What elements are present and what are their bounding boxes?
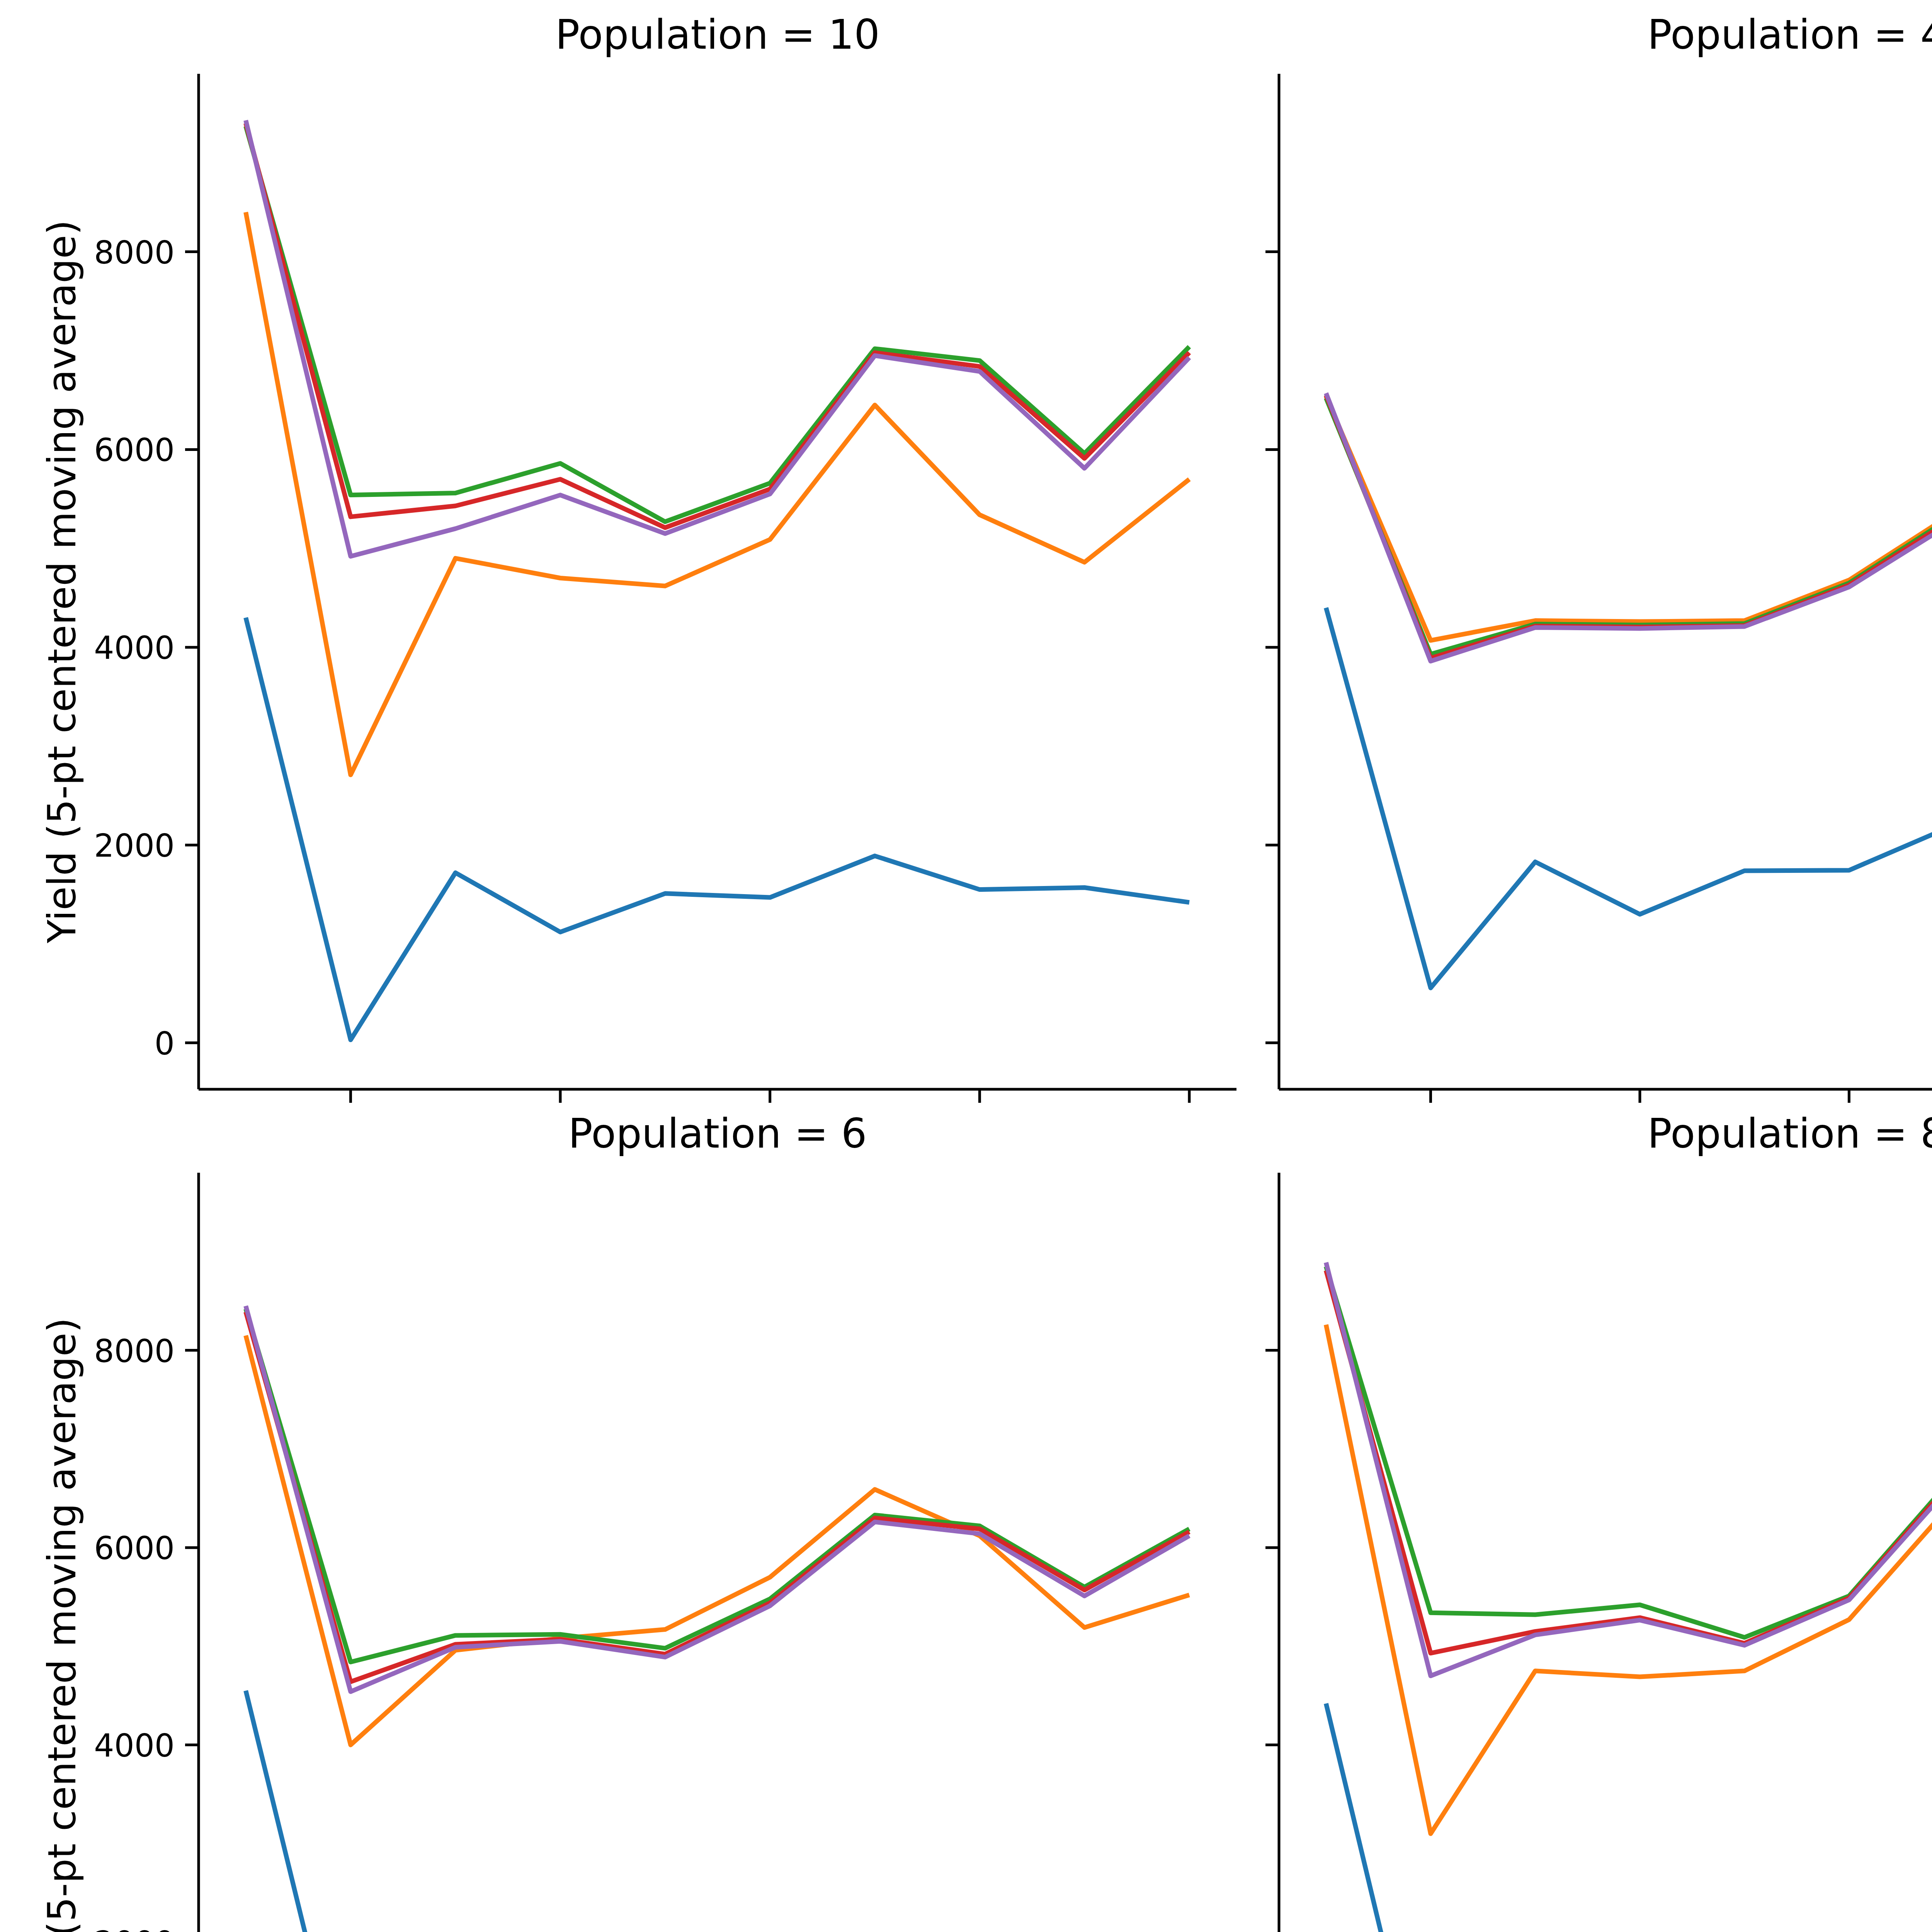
line-panel3-nitrogen-200 bbox=[1326, 1270, 1932, 1653]
figure: 0200040006000800002000400060008000199219… bbox=[0, 0, 1932, 1932]
chart-canvas: 0200040006000800002000400060008000199219… bbox=[0, 0, 1932, 1932]
y-tick-label: 6000 bbox=[94, 1530, 175, 1566]
line-panel2-nitrogen-200 bbox=[246, 1312, 1189, 1682]
line-panel0-nitrogen-250 bbox=[246, 120, 1189, 556]
y-tick-label: 2000 bbox=[94, 1924, 175, 1932]
line-panel0-nitrogen-150 bbox=[246, 126, 1189, 522]
line-panel3-nitrogen-100 bbox=[1326, 1325, 1932, 1833]
line-panel2-nitrogen-150 bbox=[246, 1309, 1189, 1662]
facet-title-population-4: Population = 4 bbox=[1279, 12, 1932, 58]
facet-title-population-8: Population = 8 bbox=[1279, 1111, 1932, 1157]
line-panel2-nitrogen-250 bbox=[246, 1306, 1189, 1692]
y-tick-label: 4000 bbox=[94, 629, 175, 666]
line-panel3-nitrogen-0 bbox=[1326, 1704, 1932, 1932]
y-tick-label: 0 bbox=[155, 1025, 175, 1062]
line-panel0-nitrogen-200 bbox=[246, 123, 1189, 528]
line-panel3-nitrogen-250 bbox=[1326, 1262, 1932, 1676]
line-panel2-nitrogen-100 bbox=[246, 1335, 1189, 1745]
y-tick-label: 6000 bbox=[94, 432, 175, 468]
line-panel1-nitrogen-0 bbox=[1326, 608, 1932, 988]
line-panel0-nitrogen-0 bbox=[246, 617, 1189, 1040]
y-tick-label: 2000 bbox=[94, 827, 175, 864]
facet-title-population-10: Population = 10 bbox=[199, 12, 1236, 58]
y-tick-label: 8000 bbox=[94, 234, 175, 271]
y-tick-label: 8000 bbox=[94, 1333, 175, 1369]
line-panel1-nitrogen-200 bbox=[1326, 395, 1932, 658]
line-panel1-nitrogen-150 bbox=[1326, 398, 1932, 654]
line-panel2-nitrogen-0 bbox=[246, 1690, 1189, 1932]
y-axis-label-bottom-row: Yield (5-pt centered moving average) bbox=[39, 1318, 85, 1932]
y-axis-label-top-row: Yield (5-pt centered moving average) bbox=[39, 220, 85, 943]
line-panel1-nitrogen-100 bbox=[1326, 396, 1932, 640]
y-tick-label: 4000 bbox=[94, 1727, 175, 1764]
facet-title-population-6: Population = 6 bbox=[199, 1111, 1236, 1157]
line-panel3-nitrogen-150 bbox=[1326, 1267, 1932, 1638]
